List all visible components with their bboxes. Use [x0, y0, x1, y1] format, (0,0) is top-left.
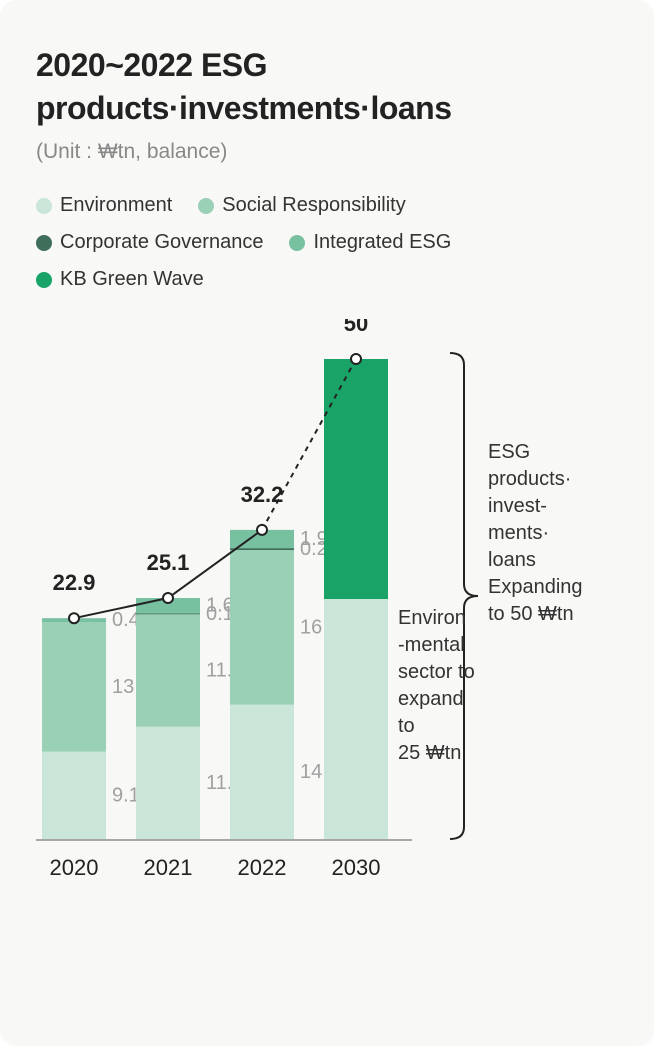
- bar-total-label: 25.1: [147, 550, 190, 575]
- chart-area: 9.113.50.422.9202011.711.70.11.625.12021…: [36, 319, 618, 959]
- chart-card: 2020~2022 ESG products·investments·loans…: [0, 0, 654, 1046]
- annotation-esg-expanding: ESGproducts·invest-ments·loansExpandingt…: [488, 439, 608, 628]
- bar-total-label: 50: [344, 319, 368, 336]
- title-line-1: 2020~2022 ESG: [36, 47, 267, 83]
- legend: Environment Social Responsibility Corporat…: [36, 194, 618, 291]
- category-label: 2021: [144, 855, 193, 880]
- segment-value-label: 1.6: [206, 595, 234, 617]
- line-marker: [351, 354, 361, 364]
- legend-item: Corporate Governance: [36, 231, 263, 254]
- annotation-environmental-sector: Environ-mentalsector toexpandto25 ₩tn: [398, 605, 498, 767]
- line-marker: [69, 614, 79, 624]
- legend-item: KB Green Wave: [36, 268, 204, 291]
- legend-item: Social Responsibility: [198, 194, 405, 217]
- legend-swatch: [289, 235, 305, 251]
- line-marker: [257, 525, 267, 535]
- legend-item: Integrated ESG: [289, 231, 451, 254]
- legend-item: Environment: [36, 194, 172, 217]
- legend-swatch: [198, 198, 214, 214]
- segment-value-label: 0.4: [112, 609, 140, 631]
- segment-value-label: 9.1: [112, 785, 140, 807]
- line-marker: [163, 593, 173, 603]
- category-label: 2022: [238, 855, 287, 880]
- legend-swatch: [36, 235, 52, 251]
- title-line-2: products·investments·loans: [36, 90, 452, 126]
- legend-swatch: [36, 198, 52, 214]
- legend-label: Integrated ESG: [313, 231, 451, 254]
- legend-label: Corporate Governance: [60, 231, 263, 254]
- segment-value-label: 1.9: [300, 528, 328, 550]
- chart-title: 2020~2022 ESG products·investments·loans: [36, 44, 618, 130]
- category-label: 2020: [50, 855, 99, 880]
- legend-swatch: [36, 272, 52, 288]
- chart-subtitle: (Unit : ₩tn, balance): [36, 140, 618, 164]
- stacked-bar-chart: 9.113.50.422.9202011.711.70.11.625.12021…: [36, 319, 636, 959]
- category-label: 2030: [332, 855, 381, 880]
- legend-label: Social Responsibility: [222, 194, 405, 217]
- legend-label: Environment: [60, 194, 172, 217]
- legend-label: KB Green Wave: [60, 268, 204, 291]
- bar-total-label: 22.9: [53, 571, 96, 596]
